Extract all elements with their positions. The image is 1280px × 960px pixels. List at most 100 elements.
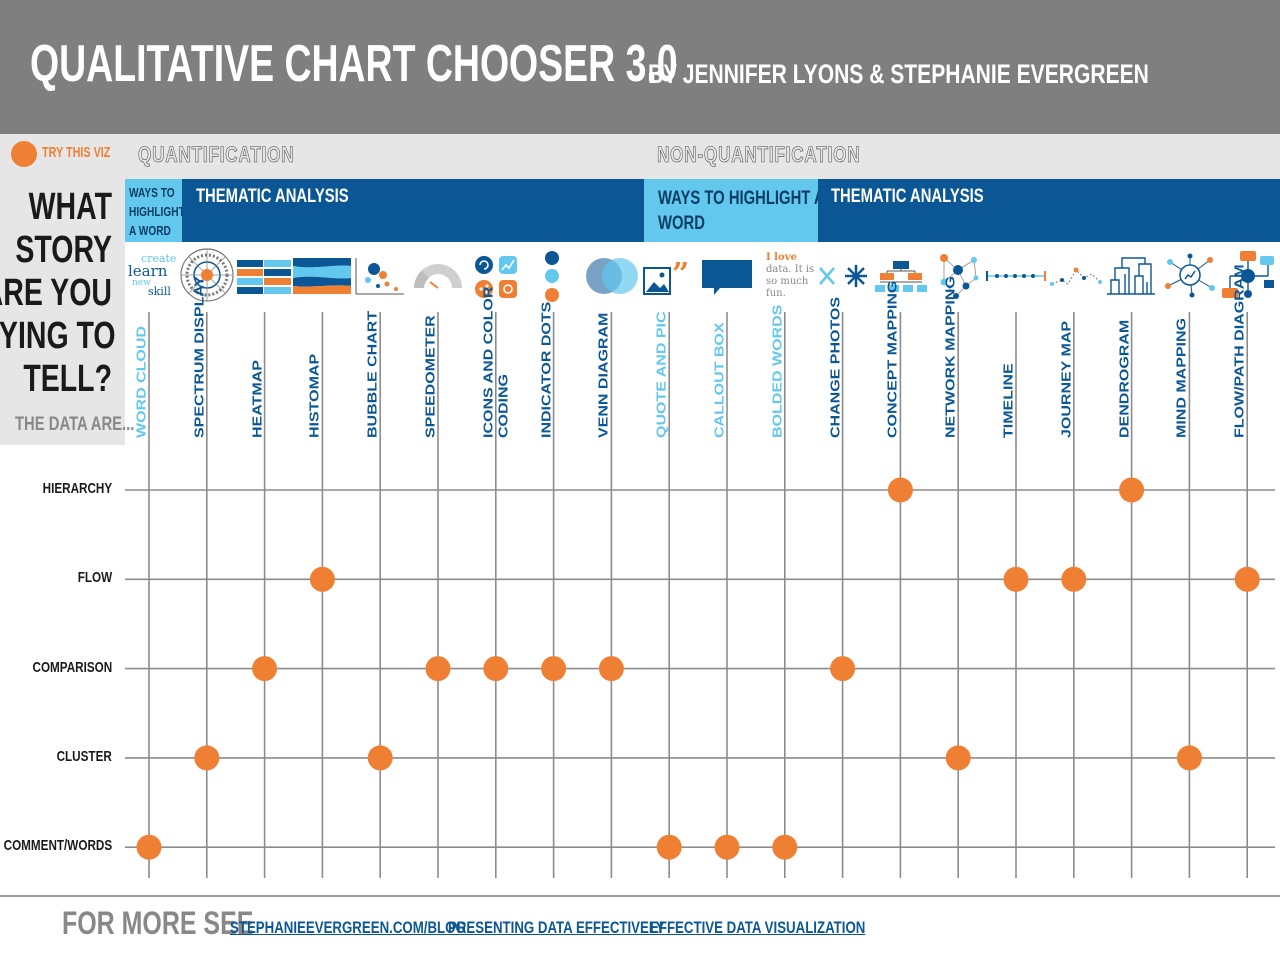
try-this-viz-dot (945, 745, 971, 771)
row-label: COMMENT/WORDS (3, 837, 112, 855)
footer-link-effective-viz[interactable]: EFFECTIVE DATA VISUALIZATION (650, 918, 866, 937)
column-label: SPEEDOMETER (424, 315, 439, 438)
try-this-viz-dot (772, 834, 798, 860)
callout-box-icon (702, 260, 752, 295)
try-this-viz-dot (1061, 566, 1087, 592)
mind-mapping-icon (1165, 253, 1215, 298)
legend-label: TRY THIS VIZ (42, 144, 111, 161)
bolded-words-line: data. It is (766, 264, 815, 275)
column-label: CALLOUT BOX (713, 322, 728, 438)
header-bar: QUALITATIVE CHART CHOOSER 3.0 BY JENNIFE… (0, 0, 1280, 134)
footer-divider (0, 895, 1280, 897)
column-label-line: NETWORK MAPPING (944, 276, 959, 438)
column-label: INDICATOR DOTS (540, 302, 555, 438)
question-line: TRYING TO (0, 315, 116, 357)
column-label-line: MIND MAPPING (1175, 318, 1190, 438)
try-this-viz-dot (1119, 477, 1145, 503)
row-label: HIERARCHY (42, 480, 112, 497)
band-line: WORD (658, 213, 705, 234)
word-cloud-word: skill (148, 285, 171, 298)
bubble-chart-icon (355, 258, 404, 295)
byline: BY JENNIFER LYONS & STEPHANIE EVERGREEN (648, 59, 1149, 89)
speedometer-icon (414, 264, 462, 289)
column-label-line: CODING (496, 374, 511, 438)
try-this-viz-dot (1176, 745, 1202, 771)
concept-mapping-icon (875, 261, 927, 292)
column-label-line: CHANGE PHOTOS (828, 296, 843, 438)
dendrogram-icon (1107, 257, 1155, 295)
band-nonquant-thematic: THEMATIC ANALYSIS (818, 179, 1280, 242)
column-label-line: ICONS AND COLOR (481, 286, 496, 438)
bolded-word: I love (766, 252, 797, 263)
row-label: COMPARISON (32, 658, 112, 676)
question-line: WHAT (28, 186, 112, 228)
column-label-line: CONCEPT MAPPING (886, 280, 901, 438)
column-label-line: BUBBLE CHART (366, 310, 381, 438)
column-label: DENDROGRAM (1118, 320, 1133, 438)
column-label: BOLDED WORDS (771, 305, 786, 438)
column-label: JOURNEY MAP (1060, 321, 1075, 438)
section-title-quantification: QUANTIFICATION (138, 142, 295, 168)
column-label: VENN DIAGRAM (597, 313, 612, 438)
try-this-viz-dot (598, 656, 624, 682)
try-this-viz-dot (252, 656, 278, 682)
footer-label: FOR MORE SEE (62, 905, 254, 941)
footer-link-presenting-data[interactable]: PRESENTING DATA EFFECTIVELY (448, 918, 665, 937)
column-label-line: HEATMAP (250, 360, 265, 438)
column-label-line: BOLDED WORDS (770, 304, 785, 438)
try-this-viz-dot (194, 745, 220, 771)
band-quant-thematic: THEMATIC ANALYSIS (182, 179, 644, 242)
band-line: HIGHLIGHT (129, 204, 185, 219)
band-line: A WORD (129, 223, 171, 238)
try-this-viz-dot (887, 477, 913, 503)
bolded-words-icon: I love data. It is so much fun. (766, 252, 822, 302)
word-cloud-word: create (141, 252, 177, 265)
column-label-line: TIMELINE (1002, 363, 1016, 438)
column-label: SPECTRUM DISPLAY (193, 276, 208, 438)
column-label-line: WORD CLOUD (135, 326, 149, 438)
try-this-viz-dot (483, 656, 509, 682)
band-label: THEMATIC ANALYSIS (831, 186, 984, 207)
column-label: MIND MAPPING (1175, 318, 1190, 438)
column-label: CONCEPT MAPPING (886, 281, 901, 438)
column-label-line: HISTOMAP (308, 353, 323, 438)
heatmap-icon (237, 260, 291, 294)
venn-diagram-icon (586, 258, 638, 294)
column-label: BUBBLE CHART (366, 311, 381, 438)
band-label: THEMATIC ANALYSIS (196, 186, 349, 207)
section-title-non-quantification: NON-QUANTIFICATION (657, 142, 861, 168)
quote-pic-icon: ” (643, 258, 689, 295)
column-label: TIMELINE (1002, 363, 1017, 438)
band-line: WAYS TO HIGHLIGHT A (658, 188, 825, 209)
column-label-line: JOURNEY MAP (1059, 320, 1074, 438)
try-this-viz-dot (541, 656, 567, 682)
column-label: QUOTE AND PIC (655, 311, 670, 438)
word-cloud-icon: create learn new skill (126, 252, 178, 300)
journey-map-icon (1050, 267, 1102, 286)
try-this-viz-dot (136, 834, 162, 860)
try-this-viz-dot (1234, 566, 1260, 592)
flow-path-diagram-icon (1222, 251, 1274, 298)
question-line: STORY (15, 229, 112, 271)
question-panel (0, 179, 125, 445)
question-line: TELL? (23, 358, 112, 400)
page-title: QUALITATIVE CHART CHOOSER 3.0 (30, 35, 678, 93)
data-are-label: THE DATA ARE... (15, 414, 135, 435)
question-line: ARE YOU (0, 272, 112, 314)
column-label-line: CALLOUT BOX (713, 322, 727, 438)
indicator-dots-icon (545, 251, 559, 302)
row-label: CLUSTER (56, 747, 112, 765)
footer-link-blog[interactable]: STEPHANIEEVERGREEN.COM/BLOG (230, 918, 466, 937)
try-this-viz-dot (367, 745, 393, 771)
column-label-line: VENN DIAGRAM (597, 312, 612, 438)
column-label: NETWORK MAPPING (944, 276, 959, 438)
icons-color-coding-icon (475, 256, 517, 298)
column-label: ICONS AND COLOR CODING (482, 287, 512, 438)
column-label-line: SPECTRUM DISPLAY (192, 275, 207, 438)
band-nonquant-highlight-word: WAYS TO HIGHLIGHT A WORD (644, 179, 825, 242)
try-this-viz-dot (425, 656, 451, 682)
spectrum-display-icon (180, 248, 234, 302)
network-mapping-icon (940, 254, 979, 299)
try-this-viz-dot (830, 656, 856, 682)
